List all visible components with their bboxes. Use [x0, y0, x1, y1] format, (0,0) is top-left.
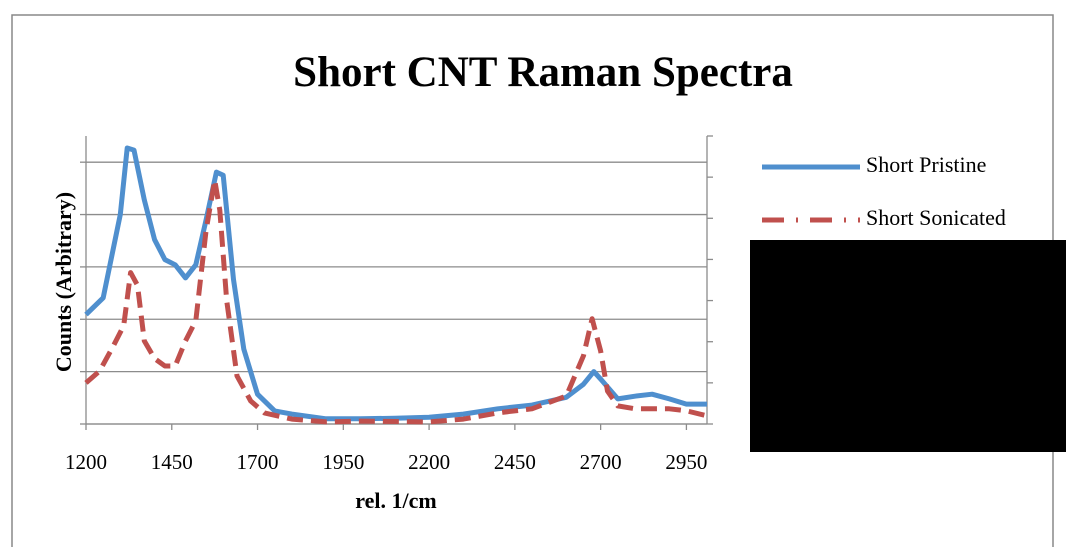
x-tick-label: 1950: [322, 450, 364, 474]
x-tick-label: 1700: [237, 450, 279, 474]
x-tick-label: 1450: [151, 450, 193, 474]
redaction-box: [750, 240, 1066, 452]
x-tick-label: 2450: [494, 450, 536, 474]
x-tick-label: 2950: [665, 450, 707, 474]
y-axis-label: Counts (Arbitrary): [51, 192, 76, 372]
series-line: [84, 145, 707, 422]
legend-label: Short Sonicated: [866, 205, 1006, 230]
x-tick-label: 1200: [65, 450, 107, 474]
chart-title: Short CNT Raman Spectra: [293, 49, 793, 96]
x-tick-label: 2200: [408, 450, 450, 474]
series-line: [84, 177, 708, 425]
x-tick-label: 2700: [580, 450, 622, 474]
x-axis-label: rel. 1/cm: [355, 488, 436, 513]
legend-label: Short Pristine: [866, 152, 986, 177]
